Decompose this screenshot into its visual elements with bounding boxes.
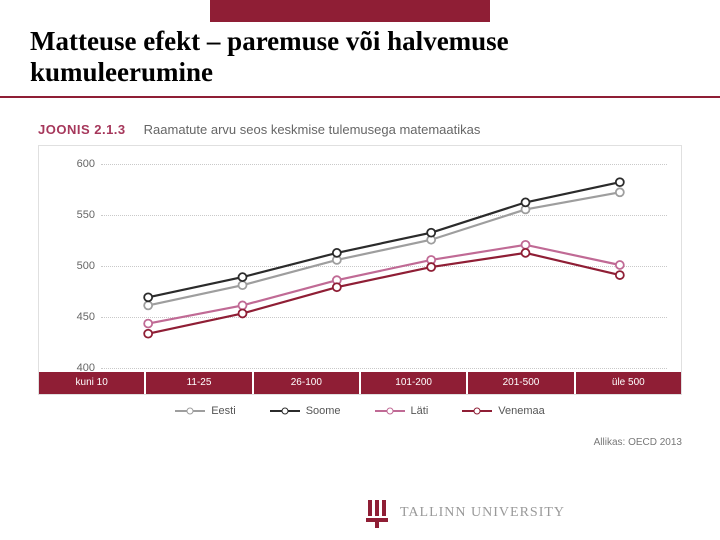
- y-tick-label: 450: [39, 311, 95, 323]
- series-marker: [239, 273, 247, 281]
- series-marker: [239, 281, 247, 289]
- series-marker: [427, 263, 435, 271]
- title-underline: [0, 96, 720, 98]
- x-axis-band: kuni 1011-2526-100101-200201-500üle 500: [39, 372, 681, 394]
- legend-label: Venemaa: [498, 405, 544, 417]
- x-category-label: üle 500: [576, 372, 681, 394]
- figure-title: Raamatute arvu seos keskmise tulemusega …: [144, 122, 481, 137]
- legend-swatch: [270, 406, 300, 416]
- legend-label: Läti: [411, 405, 429, 417]
- university-name: TALLINN UNIVERSITY: [400, 505, 565, 521]
- x-category-label: 101-200: [361, 372, 466, 394]
- series-line: [148, 245, 620, 324]
- series-line: [148, 182, 620, 297]
- x-category-label: 201-500: [468, 372, 573, 394]
- figure-header: JOONIS 2.1.3 Raamatute arvu seos keskmis…: [38, 122, 682, 137]
- line-series: [101, 164, 667, 366]
- legend-label: Eesti: [211, 405, 235, 417]
- gridline: [101, 368, 667, 369]
- series-marker: [144, 301, 152, 309]
- x-category-label: 11-25: [146, 372, 251, 394]
- legend-swatch: [462, 406, 492, 416]
- legend-item: Soome: [270, 405, 341, 417]
- university-logo-icon: [364, 498, 390, 528]
- legend-swatch: [375, 406, 405, 416]
- series-marker: [522, 241, 530, 249]
- y-tick-label: 600: [39, 158, 95, 170]
- series-marker: [522, 249, 530, 257]
- plot-area: [101, 164, 667, 366]
- series-marker: [144, 320, 152, 328]
- series-marker: [239, 310, 247, 318]
- chart-box: 400450500550600 kuni 1011-2526-100101-20…: [38, 145, 682, 395]
- series-marker: [144, 330, 152, 338]
- series-marker: [333, 249, 341, 257]
- top-accent-bar: [210, 0, 490, 22]
- series-marker: [427, 229, 435, 237]
- legend-item: Läti: [375, 405, 429, 417]
- legend: Eesti Soome Läti Venemaa: [38, 405, 682, 417]
- y-tick-label: 500: [39, 260, 95, 272]
- series-marker: [616, 271, 624, 279]
- series-marker: [616, 178, 624, 186]
- legend-label: Soome: [306, 405, 341, 417]
- series-marker: [616, 188, 624, 196]
- figure-label: JOONIS 2.1.3: [38, 122, 126, 137]
- slide-title: Matteuse efekt – paremuse või halvemuse …: [30, 26, 690, 88]
- series-marker: [522, 198, 530, 206]
- university-footer: TALLINN UNIVERSITY: [364, 498, 565, 528]
- series-marker: [333, 283, 341, 291]
- series-marker: [616, 261, 624, 269]
- source-text: Allikas: OECD 2013: [38, 437, 682, 448]
- y-tick-label: 550: [39, 209, 95, 221]
- figure: JOONIS 2.1.3 Raamatute arvu seos keskmis…: [38, 122, 682, 448]
- x-category-label: 26-100: [254, 372, 359, 394]
- legend-item: Eesti: [175, 405, 235, 417]
- legend-item: Venemaa: [462, 405, 544, 417]
- legend-swatch: [175, 406, 205, 416]
- x-category-label: kuni 10: [39, 372, 144, 394]
- series-marker: [144, 293, 152, 301]
- slide: Matteuse efekt – paremuse või halvemuse …: [0, 0, 720, 540]
- series-marker: [239, 301, 247, 309]
- series-line: [148, 253, 620, 334]
